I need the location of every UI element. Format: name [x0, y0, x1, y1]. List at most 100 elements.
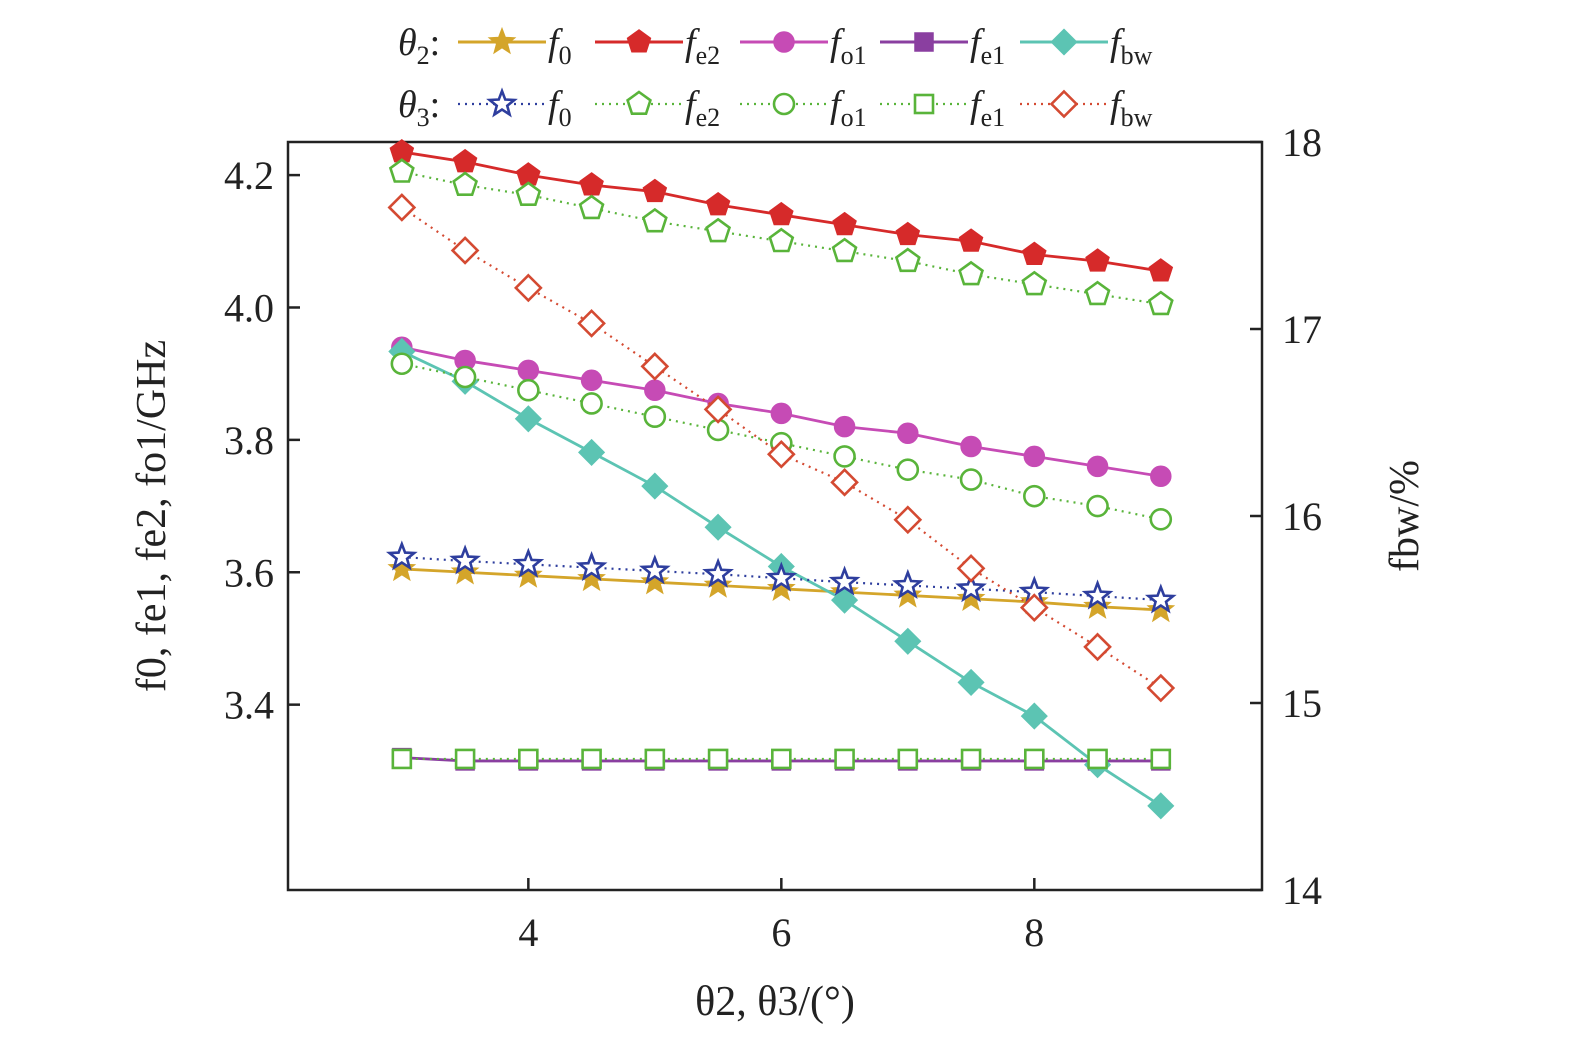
- legend-label: fe1: [970, 22, 1005, 70]
- x-axis-title: θ2, θ3/(°): [695, 979, 855, 1025]
- data-point: [771, 748, 792, 770]
- data-point: [957, 668, 985, 696]
- data-point: [833, 415, 856, 438]
- legend-label: fe2: [685, 22, 720, 70]
- data-point: [1086, 455, 1109, 478]
- legend-marker: [913, 93, 935, 115]
- data-point: [707, 748, 729, 770]
- y-right-tick-label: 18: [1282, 120, 1322, 165]
- legend-item: fe1: [880, 22, 1005, 70]
- legend-marker: [626, 90, 652, 116]
- data-point: [895, 221, 921, 246]
- y-axis-title-right: fbw/%: [1382, 460, 1428, 572]
- data-point: [580, 369, 603, 392]
- data-point: [640, 567, 670, 595]
- data-point: [1150, 465, 1172, 488]
- data-point: [512, 547, 545, 578]
- y-right-tick-label: 17: [1282, 307, 1322, 352]
- legend-item: fbw: [1020, 22, 1153, 70]
- x-axis: 4 6 8: [518, 878, 1044, 955]
- data-point: [956, 583, 986, 611]
- legend-label: fbw: [1110, 22, 1153, 70]
- legend-item: f0: [458, 22, 572, 70]
- data-point: [834, 748, 855, 770]
- data-point: [960, 435, 982, 458]
- data-point: [1148, 258, 1174, 282]
- data-point: [514, 273, 543, 303]
- data-point: [1085, 248, 1110, 272]
- data-point: [1147, 792, 1175, 820]
- legend-item: fbw: [1020, 84, 1153, 132]
- data-point: [1147, 290, 1174, 316]
- data-point: [449, 544, 481, 575]
- data-point: [894, 627, 922, 655]
- legend-marker: [1049, 89, 1079, 119]
- data-point: [450, 557, 480, 585]
- data-point: [1083, 591, 1112, 619]
- data-point: [960, 748, 982, 770]
- data-point: [1023, 445, 1046, 468]
- series-θ3-fe2: [388, 158, 1174, 316]
- data-point: [641, 207, 668, 233]
- data-point: [704, 513, 732, 541]
- data-point: [515, 181, 542, 206]
- data-point: [577, 309, 606, 338]
- legend-marker: [914, 32, 934, 52]
- legend-marker: [486, 87, 518, 118]
- data-point: [833, 445, 856, 468]
- y-right-tick-label: 16: [1282, 494, 1322, 539]
- y-axis-right: 14 15 16 17 18: [1250, 120, 1322, 913]
- data-point: [830, 468, 859, 497]
- data-point: [1149, 508, 1173, 531]
- legend-label: f0: [548, 84, 572, 132]
- data-point: [768, 227, 795, 253]
- data-point: [897, 748, 919, 770]
- data-point: [454, 748, 476, 770]
- data-point: [1084, 280, 1111, 306]
- legend-label: fe2: [685, 84, 720, 132]
- legend-item: fo1: [740, 22, 867, 70]
- legend-marker: [626, 29, 652, 53]
- data-point: [1086, 494, 1109, 518]
- y-axis-left: 3.4 3.6 3.8 4.0 4.2: [224, 153, 300, 728]
- legend-marker: [773, 31, 795, 53]
- legend-label: f0: [548, 22, 572, 70]
- data-point: [388, 158, 415, 183]
- legend-row-label: θ3:: [398, 84, 440, 132]
- data-point: [387, 553, 417, 582]
- data-point: [702, 557, 734, 588]
- data-point: [1019, 593, 1049, 622]
- y-left-tick-label: 4.2: [224, 153, 274, 198]
- data-point: [644, 748, 666, 770]
- legend-row-label: θ2:: [398, 22, 440, 70]
- data-point: [577, 563, 606, 592]
- data-point: [893, 580, 923, 608]
- data-point: [959, 468, 983, 491]
- y-left-tick-label: 3.8: [224, 418, 274, 463]
- legend-label: fbw: [1110, 84, 1153, 132]
- data-point: [1146, 594, 1176, 623]
- data-point: [703, 395, 733, 424]
- data-point: [897, 422, 919, 445]
- data-point: [513, 560, 543, 588]
- x-tick-label: 8: [1024, 910, 1044, 955]
- data-point: [1087, 748, 1108, 770]
- data-point: [766, 573, 796, 602]
- data-point: [828, 565, 861, 596]
- data-point: [894, 247, 921, 273]
- data-point: [453, 365, 477, 389]
- legend-label: fo1: [830, 22, 867, 70]
- data-point: [1024, 748, 1045, 770]
- data-point: [580, 392, 603, 415]
- legend-item: fe1: [880, 84, 1005, 132]
- data-point: [770, 402, 793, 425]
- data-point: [832, 211, 857, 236]
- legend: θ2: f0 fe2 fo1 fe1 fbw θ3: f0 fe2 fo1 fe1 fbw: [398, 22, 1153, 132]
- data-point: [769, 201, 794, 226]
- legend-marker: [487, 26, 517, 55]
- legend-item: fe2: [595, 22, 720, 70]
- data-point: [452, 171, 479, 197]
- series-θ2-fe2: [389, 139, 1174, 282]
- data-point: [391, 748, 413, 770]
- data-point: [703, 570, 733, 598]
